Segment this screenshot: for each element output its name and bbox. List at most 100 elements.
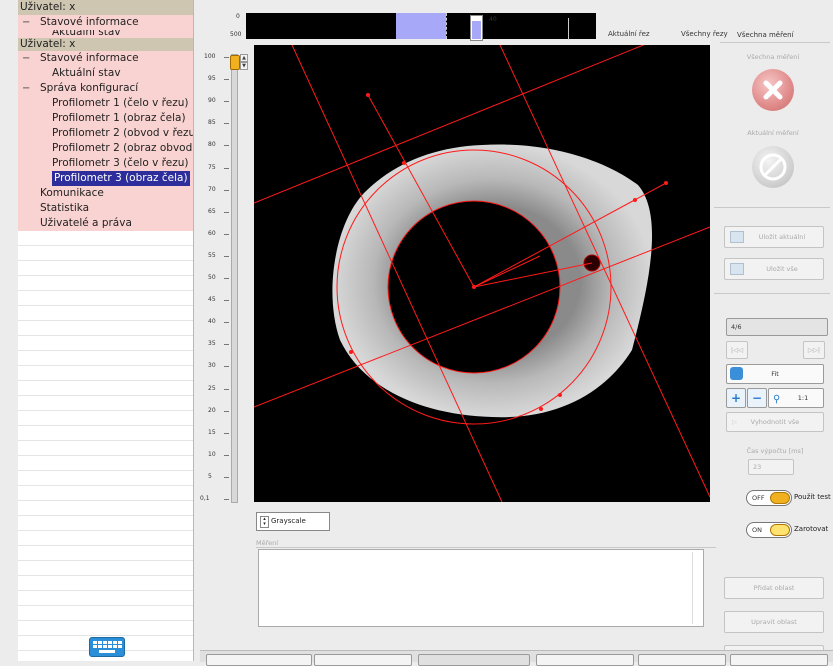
slice-marker: [446, 13, 449, 39]
slice-strip[interactable]: [246, 13, 596, 39]
toolbar-button-2[interactable]: [314, 654, 412, 666]
tree-empty-row: [18, 470, 193, 471]
ruler-tick: [224, 344, 229, 346]
tree-item-label: Statistika: [40, 202, 90, 214]
evaluate-all-button[interactable]: ▷ Vyhodnotit vše: [726, 412, 824, 432]
zoom-slider-track[interactable]: [231, 54, 238, 503]
slice-range-highlight[interactable]: [396, 13, 446, 39]
tree-item[interactable]: Profilometr 1 (obraz čela): [18, 111, 193, 126]
save-all-button[interactable]: Uložit vše: [724, 258, 824, 280]
tree-item-label: Profilometr 2 (obvod v řezu): [52, 127, 194, 139]
overlay-point: [664, 181, 668, 185]
zoom-out-button[interactable]: −: [747, 388, 767, 408]
ruler-tick: [224, 300, 229, 302]
save-icon: [730, 231, 744, 243]
tree-empty-row: [18, 560, 193, 561]
tree-item[interactable]: Profilometr 3 (obraz čela): [18, 171, 193, 186]
right-divider-2: [714, 293, 830, 294]
ruler-label: 60: [208, 229, 216, 237]
toolbar-button-6[interactable]: [730, 654, 828, 666]
tree-item-overlay-clipped: Aktuální stav: [18, 30, 193, 38]
overlay-point: [539, 407, 543, 411]
guide-line-2: [254, 226, 710, 408]
collapse-icon[interactable]: −: [22, 83, 31, 94]
tree-empty-row: [18, 410, 193, 411]
fit-button[interactable]: Fit: [726, 364, 824, 384]
label-current-slice[interactable]: Aktuální řez: [608, 30, 650, 38]
tree-empty-row: [18, 425, 193, 426]
tree-empty-row: [18, 335, 193, 336]
cross-section-image[interactable]: [254, 45, 710, 502]
tree-empty-row: [18, 305, 193, 306]
ruler-label: 55: [208, 251, 216, 259]
threshold-slider[interactable]: [470, 15, 483, 41]
toolbar-button-1[interactable]: [206, 654, 312, 666]
last-page-icon[interactable]: ▷▷|: [803, 341, 825, 359]
toolbar-button-5[interactable]: [638, 654, 726, 666]
first-page-icon[interactable]: |◁◁: [726, 341, 748, 359]
label-all-measurements-tab[interactable]: Všechna měření: [737, 31, 794, 39]
radius-line-1: [367, 94, 475, 288]
ruler-up-button[interactable]: ▲: [240, 54, 248, 62]
use-test-toggle[interactable]: OFF: [746, 490, 792, 506]
threshold-value: 40: [489, 16, 497, 23]
colormap-select[interactable]: ▴ ▾ Grayscale: [256, 512, 330, 531]
collapse-icon[interactable]: −: [22, 53, 31, 64]
ruler-label: 65: [208, 207, 216, 215]
tree-item[interactable]: Komunikace: [18, 186, 193, 201]
tree-empty-row: [18, 260, 193, 261]
zoom-1-1-button[interactable]: ⚲ 1:1: [768, 388, 824, 408]
save-all-icon: [730, 263, 744, 275]
tree-item-label: Komunikace: [40, 187, 104, 199]
colormap-spinner-icon[interactable]: ▴ ▾: [260, 516, 269, 528]
keyboard-key: [113, 645, 117, 648]
label-all-slices[interactable]: Všechny řezy: [681, 30, 728, 38]
keyboard-key: [93, 645, 97, 648]
ruler-label: 0,1: [200, 495, 210, 502]
ruler-tick: [224, 57, 229, 58]
center-point: [472, 285, 476, 289]
zoom-in-button[interactable]: +: [726, 388, 746, 408]
reject-all-icon[interactable]: [752, 69, 794, 111]
keyboard-icon[interactable]: [89, 637, 125, 657]
ruler-tick: [224, 101, 229, 103]
tree-item-overlay[interactable]: − Stavové informace: [18, 15, 193, 30]
cross-section-svg: [254, 45, 710, 502]
tree-empty-row: [18, 530, 193, 531]
tree-item[interactable]: Profilometr 1 (čelo v řezu): [18, 96, 193, 111]
ruler-down-button[interactable]: ▼: [240, 62, 248, 70]
ruler-tick: [224, 123, 229, 125]
edit-area-button[interactable]: Upravit oblast: [724, 611, 824, 633]
tree-empty-row: [18, 365, 193, 366]
tree-item[interactable]: − Správa konfigurací: [18, 81, 193, 96]
ruler-label: 85: [208, 119, 216, 127]
tree-header-overlay: Uživatel: x: [18, 0, 193, 15]
tree-item[interactable]: Profilometr 2 (obraz obvodu): [18, 141, 193, 156]
tree-item[interactable]: Statistika: [18, 201, 193, 216]
tree-empty-row: [18, 620, 193, 621]
tree-item[interactable]: Profilometr 3 (čelo v řezu): [18, 156, 193, 171]
save-current-button[interactable]: Uložit aktuální: [724, 226, 824, 248]
tree-item[interactable]: − Stavové informace: [18, 51, 193, 66]
tree-empty-row: [18, 275, 193, 276]
toolbar-button-3[interactable]: [418, 654, 530, 666]
rotate-toggle[interactable]: ON: [746, 522, 792, 538]
guide-line-3: [291, 45, 503, 502]
tree-item[interactable]: Aktuální stav: [18, 66, 193, 81]
toolbar-button-4[interactable]: [536, 654, 634, 666]
threshold-slider-fill: [472, 21, 481, 39]
measurement-textarea[interactable]: [258, 549, 704, 627]
zoom-slider-thumb[interactable]: [230, 55, 240, 70]
bottom-toolbar: [200, 650, 833, 666]
keyboard-key: [98, 641, 102, 644]
all-measurements-label: Všechna měření: [746, 53, 800, 61]
add-area-button[interactable]: Přidat oblast: [724, 577, 824, 599]
tree-item[interactable]: Profilometr 2 (obvod v řezu): [18, 126, 193, 141]
ruler-label: 15: [208, 428, 216, 436]
tree-item[interactable]: Uživatelé a práva: [18, 216, 193, 231]
page-indicator: 4/6: [726, 318, 828, 336]
no-entry-icon[interactable]: [752, 146, 794, 188]
tab-underline: [720, 42, 830, 43]
tree-item-label: Profilometr 3 (obraz čela): [52, 171, 190, 186]
measurement-scrollbar[interactable]: [692, 552, 701, 624]
